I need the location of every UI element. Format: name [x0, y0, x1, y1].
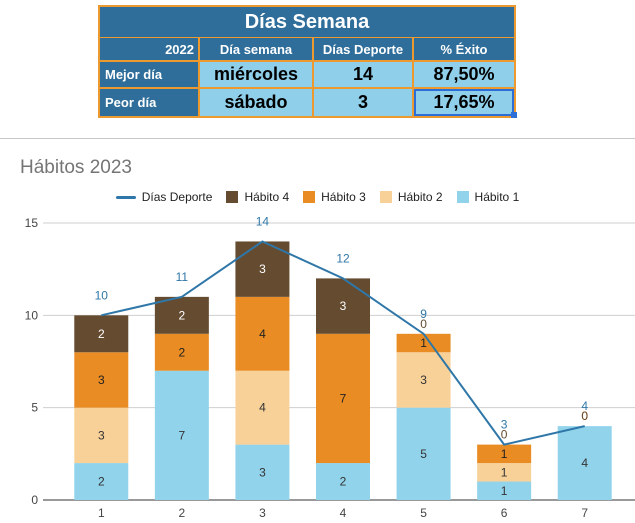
data-label: 1: [501, 484, 508, 498]
x-tick-label: 6: [501, 506, 508, 520]
data-label-zero: 0: [581, 409, 588, 423]
line-data-label: 12: [336, 251, 350, 265]
bar-habito-2: [396, 352, 451, 408]
x-tick-label: 7: [581, 506, 588, 520]
legend-label: Hábito 3: [321, 190, 366, 204]
y-tick-label: 15: [25, 216, 39, 230]
data-label: 3: [259, 465, 266, 479]
bar-habito-4: [316, 278, 370, 334]
bar-habito-1: [557, 426, 612, 500]
chart-legend: Días Deporte Hábito 4 Hábito 3 Hábito 2 …: [0, 190, 635, 204]
legend-swatch-line: [115, 195, 136, 199]
legend-swatch: [303, 191, 316, 203]
line-data-label: 14: [256, 214, 270, 228]
data-label: 3: [98, 373, 105, 387]
data-label-zero: 0: [581, 409, 588, 423]
legend-dias-deporte[interactable]: Días Deporte: [115, 190, 213, 204]
data-label-zero: 0: [501, 428, 508, 442]
data-label: 3: [98, 428, 105, 442]
data-label: 4: [259, 327, 266, 341]
legend-label: Hábito 1: [474, 190, 520, 204]
data-label: 5: [420, 447, 427, 461]
best-pct[interactable]: 87,50%: [414, 62, 514, 87]
bar-habito-3: [396, 333, 451, 353]
summary-table: Días Semana 2022 Día semana Días Deporte…: [98, 5, 516, 118]
data-label: 7: [179, 428, 186, 442]
legend-habito-4[interactable]: Hábito 4: [226, 190, 289, 204]
bar-habito-3: [235, 296, 290, 371]
data-label: 2: [340, 475, 347, 489]
data-label: 3: [259, 262, 266, 276]
bar-habito-3: [74, 352, 129, 408]
bar-habito-3: [154, 333, 209, 371]
stacked-bar-chart: 0510151234567273251430403103247110223300…: [25, 214, 635, 520]
data-label: 2: [179, 345, 186, 359]
data-label: 1: [501, 447, 508, 461]
bar-habito-1: [396, 407, 451, 500]
worst-days[interactable]: 3: [314, 89, 412, 116]
header-year[interactable]: 2022: [100, 38, 198, 60]
bar-habito-1: [74, 463, 129, 500]
x-tick-label: 3: [259, 506, 266, 520]
bar-habito-1: [235, 444, 290, 500]
bar-habito-1: [477, 481, 532, 500]
header-sport-days[interactable]: Días Deporte: [314, 38, 412, 60]
line-dias-deporte: [101, 240, 585, 446]
data-label: 2: [179, 308, 186, 322]
header-day[interactable]: Día semana: [200, 38, 312, 60]
worst-day[interactable]: sábado: [200, 89, 312, 116]
data-label: 3: [340, 299, 347, 313]
worst-pct[interactable]: 17,65%: [414, 89, 514, 116]
bar-habito-4: [74, 315, 129, 353]
y-tick-label: 5: [31, 401, 38, 415]
data-label: 3: [420, 373, 427, 387]
legend-habito-1[interactable]: Hábito 1: [456, 190, 520, 204]
selection-fill-handle[interactable]: [511, 112, 517, 118]
sheet-divider: [0, 138, 635, 139]
legend-swatch: [379, 191, 392, 203]
data-label: 2: [98, 475, 105, 489]
line-data-label: 11: [176, 270, 189, 284]
row-best-label[interactable]: Mejor día: [100, 62, 198, 87]
bar-habito-2: [235, 370, 290, 445]
line-data-label: 10: [95, 288, 109, 302]
line-data-label: 3: [501, 418, 508, 432]
data-label: 1: [420, 336, 427, 350]
x-tick-label: 1: [98, 506, 105, 520]
data-label-zero: 0: [581, 409, 588, 423]
summary-title: Días Semana: [100, 7, 514, 37]
data-label: 4: [581, 456, 588, 470]
chart-title: Hábitos 2023: [20, 157, 132, 178]
legend-label: Hábito 4: [244, 190, 290, 204]
x-tick-label: 2: [179, 506, 186, 520]
bar-habito-1: [154, 370, 209, 500]
bar-habito-2: [74, 407, 129, 464]
bar-habito-1: [316, 463, 370, 500]
legend-label: Hábito 2: [397, 190, 443, 204]
legend-swatch: [456, 191, 469, 203]
bar-habito-4: [154, 296, 209, 334]
line-data-label: 9: [420, 307, 427, 321]
y-tick-label: 0: [31, 493, 38, 507]
legend-habito-3[interactable]: Hábito 3: [303, 190, 366, 204]
bar-habito-3: [316, 333, 370, 464]
legend-habito-2[interactable]: Hábito 2: [379, 190, 443, 204]
data-label: 1: [501, 465, 508, 479]
best-days[interactable]: 14: [314, 62, 412, 87]
header-success[interactable]: % Éxito: [414, 38, 514, 60]
data-label: 2: [98, 327, 105, 341]
bar-habito-3: [477, 444, 532, 464]
x-tick-label: 5: [420, 506, 427, 520]
best-day[interactable]: miércoles: [200, 62, 312, 87]
row-worst-label[interactable]: Peor día: [100, 89, 198, 116]
line-data-label: 4: [581, 399, 588, 413]
legend-swatch: [226, 191, 239, 203]
y-tick-label: 10: [25, 308, 39, 322]
data-label-zero: 0: [420, 317, 427, 331]
data-label: 4: [259, 401, 266, 415]
data-label: 7: [340, 391, 347, 405]
legend-label: Días Deporte: [141, 190, 213, 204]
bar-habito-2: [477, 463, 532, 482]
x-tick-label: 4: [340, 506, 347, 520]
